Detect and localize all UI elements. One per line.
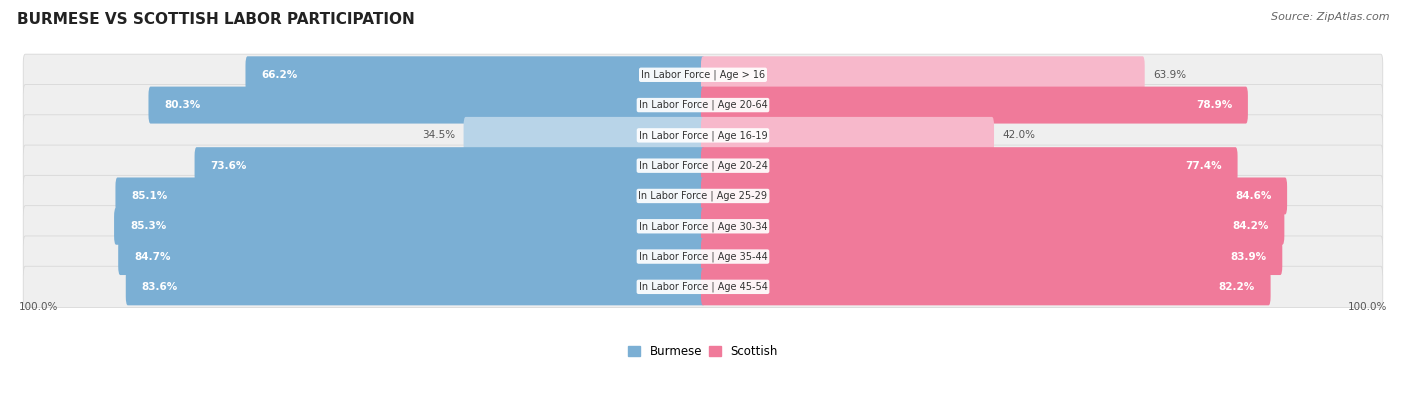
FancyBboxPatch shape bbox=[24, 54, 1382, 95]
Text: 80.3%: 80.3% bbox=[165, 100, 201, 110]
Text: 63.9%: 63.9% bbox=[1153, 70, 1187, 80]
Text: 83.9%: 83.9% bbox=[1230, 252, 1267, 261]
FancyBboxPatch shape bbox=[24, 115, 1382, 156]
FancyBboxPatch shape bbox=[194, 147, 704, 184]
FancyBboxPatch shape bbox=[702, 117, 994, 154]
FancyBboxPatch shape bbox=[702, 177, 1286, 214]
FancyBboxPatch shape bbox=[24, 175, 1382, 216]
Text: 85.3%: 85.3% bbox=[129, 221, 166, 231]
Text: 82.2%: 82.2% bbox=[1219, 282, 1254, 292]
Text: 100.0%: 100.0% bbox=[18, 303, 58, 312]
FancyBboxPatch shape bbox=[114, 208, 704, 245]
FancyBboxPatch shape bbox=[702, 238, 1282, 275]
Text: In Labor Force | Age 16-19: In Labor Force | Age 16-19 bbox=[638, 130, 768, 141]
FancyBboxPatch shape bbox=[125, 268, 704, 305]
FancyBboxPatch shape bbox=[24, 266, 1382, 307]
Text: 78.9%: 78.9% bbox=[1197, 100, 1232, 110]
FancyBboxPatch shape bbox=[702, 268, 1271, 305]
Text: 100.0%: 100.0% bbox=[1348, 303, 1388, 312]
FancyBboxPatch shape bbox=[702, 56, 1144, 93]
Legend: Burmese, Scottish: Burmese, Scottish bbox=[623, 340, 783, 363]
Text: Source: ZipAtlas.com: Source: ZipAtlas.com bbox=[1271, 12, 1389, 22]
FancyBboxPatch shape bbox=[246, 56, 704, 93]
Text: 34.5%: 34.5% bbox=[422, 130, 456, 140]
Text: In Labor Force | Age 20-64: In Labor Force | Age 20-64 bbox=[638, 100, 768, 110]
Text: 42.0%: 42.0% bbox=[1002, 130, 1035, 140]
Text: 83.6%: 83.6% bbox=[142, 282, 177, 292]
Text: 84.6%: 84.6% bbox=[1234, 191, 1271, 201]
Text: 73.6%: 73.6% bbox=[211, 161, 247, 171]
Text: In Labor Force | Age 30-34: In Labor Force | Age 30-34 bbox=[638, 221, 768, 231]
Text: 66.2%: 66.2% bbox=[262, 70, 298, 80]
Text: 85.1%: 85.1% bbox=[131, 191, 167, 201]
Text: In Labor Force | Age 35-44: In Labor Force | Age 35-44 bbox=[638, 251, 768, 262]
FancyBboxPatch shape bbox=[702, 87, 1249, 124]
FancyBboxPatch shape bbox=[702, 208, 1284, 245]
FancyBboxPatch shape bbox=[24, 206, 1382, 247]
FancyBboxPatch shape bbox=[702, 147, 1237, 184]
FancyBboxPatch shape bbox=[24, 85, 1382, 126]
FancyBboxPatch shape bbox=[464, 117, 704, 154]
Text: 84.7%: 84.7% bbox=[134, 252, 170, 261]
FancyBboxPatch shape bbox=[24, 145, 1382, 186]
FancyBboxPatch shape bbox=[149, 87, 704, 124]
Text: In Labor Force | Age 25-29: In Labor Force | Age 25-29 bbox=[638, 191, 768, 201]
Text: 84.2%: 84.2% bbox=[1232, 221, 1268, 231]
Text: BURMESE VS SCOTTISH LABOR PARTICIPATION: BURMESE VS SCOTTISH LABOR PARTICIPATION bbox=[17, 12, 415, 27]
Text: In Labor Force | Age > 16: In Labor Force | Age > 16 bbox=[641, 70, 765, 80]
FancyBboxPatch shape bbox=[118, 238, 704, 275]
FancyBboxPatch shape bbox=[115, 177, 704, 214]
Text: 77.4%: 77.4% bbox=[1185, 161, 1222, 171]
Text: In Labor Force | Age 20-24: In Labor Force | Age 20-24 bbox=[638, 160, 768, 171]
FancyBboxPatch shape bbox=[24, 236, 1382, 277]
Text: In Labor Force | Age 45-54: In Labor Force | Age 45-54 bbox=[638, 282, 768, 292]
